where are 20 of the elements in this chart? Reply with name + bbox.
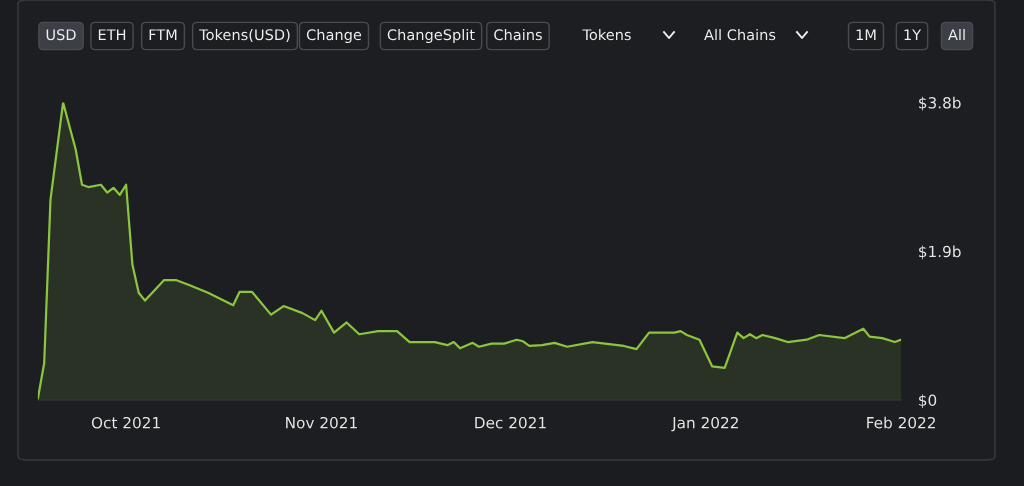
text: Tokens(USD) [199,28,290,42]
text: Change [306,28,362,44]
text: ChangeSplit [387,28,475,44]
text: Chains [494,28,542,41]
text: Tokens [582,28,631,41]
y-tick-label: $1.9b [919,245,961,260]
x-tick-label: Oct 2021 [91,416,160,429]
text: All Chains [704,28,776,41]
x-tick-label: Jan 2022 [671,416,738,432]
text: 1Y [904,29,922,41]
text: 1M [856,29,876,41]
text: FTM [149,29,177,41]
x-tick-label: Dec 2021 [475,416,546,429]
text: ETH [98,29,126,41]
text: All [948,28,965,41]
x-tick-label: Nov 2021 [286,416,357,429]
x-tick-label: Feb 2022 [867,416,935,429]
text: USD [46,29,76,41]
y-tick-label: $0 [919,394,937,409]
y-tick-label: $3.8b [919,96,961,111]
